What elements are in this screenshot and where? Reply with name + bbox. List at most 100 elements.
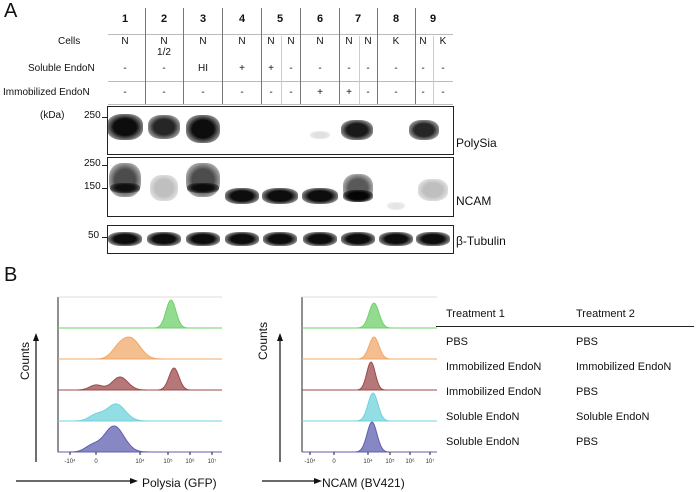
polysia-histogram: -10⁴ 0 10⁴ 10⁵ 10⁶ 10⁷ xyxy=(16,296,222,484)
immobilized-cell: + xyxy=(346,87,352,98)
x-tick-label: 10⁴ xyxy=(135,458,145,465)
ncam-band xyxy=(262,188,298,204)
lane-number: 7 xyxy=(354,13,362,25)
beta-tubulin-band xyxy=(186,232,220,246)
beta-tubulin-label: β-Tubulin xyxy=(456,234,506,248)
table-header-treatment-1: Treatment 1 xyxy=(446,308,505,320)
cells-cell: N 1/2 xyxy=(157,36,171,58)
table-cell-treatment-2: PBS xyxy=(576,436,599,448)
x-tick-label: 10⁶ xyxy=(185,458,195,465)
lane-separator xyxy=(415,8,416,104)
cells-cell: N xyxy=(238,36,246,47)
cells-cell: N xyxy=(267,36,275,47)
ncam-blot xyxy=(107,157,454,217)
beta-tubulin-band xyxy=(416,232,450,246)
soluble-cell: - xyxy=(421,63,425,74)
table-cell-treatment-2: Soluble EndoN xyxy=(576,411,650,423)
beta-tubulin-band xyxy=(341,232,375,246)
y-arrow-head xyxy=(33,333,39,341)
immobilized-cell: + xyxy=(317,87,323,98)
lane-number: 8 xyxy=(392,13,400,25)
soluble-cell: + xyxy=(268,63,274,74)
row-label-soluble-endon: Soluble EndoN xyxy=(28,63,95,74)
ncam-band xyxy=(110,183,140,193)
lane-separator xyxy=(183,8,184,104)
x-tick-label: 0 xyxy=(94,459,98,465)
histogram-trace xyxy=(302,392,437,422)
lane-number: 1 xyxy=(121,13,129,25)
soluble-cell: - xyxy=(366,63,370,74)
immobilized-cell: - xyxy=(394,87,398,98)
table-cell-treatment-2: PBS xyxy=(576,386,599,398)
header-divider xyxy=(108,81,453,82)
y-arrow-head xyxy=(277,333,283,341)
lane-number: 4 xyxy=(238,13,246,25)
ncam-band xyxy=(343,190,373,202)
lane-separator xyxy=(222,8,223,104)
cells-cell: N xyxy=(364,36,372,47)
immobilized-cell: - xyxy=(441,87,445,98)
x-tick-label: 10⁴ xyxy=(363,458,373,465)
histogram-trace xyxy=(302,421,437,453)
soluble-cell: - xyxy=(441,63,445,74)
x-tick-label: 0 xyxy=(332,459,336,465)
panel-a-letter: A xyxy=(4,0,18,22)
soluble-cell: - xyxy=(289,63,293,74)
x-arrow-head xyxy=(314,478,322,484)
header-divider xyxy=(108,104,453,105)
polysia-band xyxy=(341,120,373,140)
histogram-trace xyxy=(302,302,437,329)
polysia-label: PolySia xyxy=(456,136,497,150)
immobilized-cell: - xyxy=(366,87,370,98)
soluble-cell: - xyxy=(394,63,398,74)
x-tick-label: 10⁶ xyxy=(405,458,415,465)
right-ylabel: Counts xyxy=(256,321,270,360)
cells-cell: N xyxy=(121,36,129,47)
lane-number: 2 xyxy=(160,13,168,25)
mw-marker-250: 250 xyxy=(84,110,101,121)
immobilized-cell: - xyxy=(289,87,293,98)
polysia-blot xyxy=(107,106,454,155)
cells-cell: N xyxy=(199,36,207,47)
beta-tubulin-band xyxy=(225,232,259,246)
cells-cell: N xyxy=(287,36,295,47)
ncam-band xyxy=(387,202,405,210)
lane-separator xyxy=(339,8,340,104)
right-xlabel: NCAM (BV421) xyxy=(322,476,405,490)
histogram-trace xyxy=(58,367,222,391)
beta-tubulin-band xyxy=(379,232,413,246)
histogram-trace xyxy=(58,403,222,422)
mw-tick xyxy=(102,117,107,118)
polysia-band xyxy=(409,120,439,140)
ncam-histogram: -10⁴ 0 10⁴ 10⁵ 10⁶ 10⁷ xyxy=(262,296,437,484)
ncam-label: NCAM xyxy=(456,194,492,208)
soluble-cell: - xyxy=(162,63,166,74)
kda-label: (kDa) xyxy=(40,110,65,121)
lane-number: 9 xyxy=(429,13,437,25)
histogram-trace xyxy=(58,336,222,360)
sub-lane-separator xyxy=(433,36,434,104)
x-tick-label: 10⁷ xyxy=(208,458,217,465)
table-cell-treatment-1: Soluble EndoN xyxy=(446,411,520,423)
mw-tick xyxy=(102,165,107,166)
cells-cell: K xyxy=(392,36,400,47)
immobilized-cell: - xyxy=(162,87,166,98)
histogram-trace xyxy=(58,425,222,453)
x-tick-label: 10⁵ xyxy=(385,458,395,465)
mw-marker-50: 50 xyxy=(88,230,100,241)
mw-marker-250: 250 xyxy=(84,158,101,169)
polysia-band xyxy=(186,115,220,143)
x-tick-label: 10⁵ xyxy=(163,458,173,465)
polysia-band xyxy=(148,115,180,139)
immobilized-cell: - xyxy=(201,87,205,98)
ncam-smear xyxy=(418,179,448,201)
ncam-band xyxy=(225,188,259,204)
table-header-rule xyxy=(436,326,694,327)
lane-number: 6 xyxy=(316,13,324,25)
cells-cell: N xyxy=(419,36,427,47)
lane-number: 5 xyxy=(276,13,284,25)
ncam-band xyxy=(302,188,338,204)
histogram-trace xyxy=(302,361,437,391)
beta-tubulin-band xyxy=(303,232,337,246)
table-cell-treatment-1: PBS xyxy=(446,336,469,348)
